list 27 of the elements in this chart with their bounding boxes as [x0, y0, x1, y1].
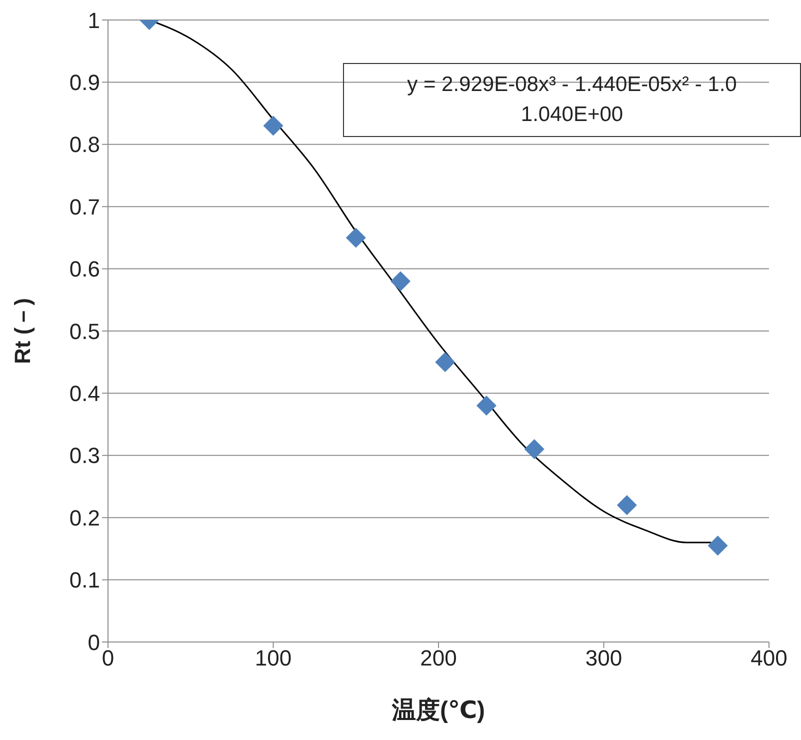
annotation: y = 2.929E-08x³ - 1.440E-05x² - 1.0: [406, 72, 738, 98]
y-tick-label: 0.6: [69, 256, 100, 282]
point: [524, 439, 544, 460]
y-axis-title: Rt (－): [10, 298, 35, 364]
y-tick-label: 0.4: [69, 381, 100, 406]
x-axis-title: 温度(℃): [390, 697, 486, 724]
x-tick-label: 300: [585, 646, 622, 671]
point: [435, 352, 456, 372]
y-tick-label: 0.1: [69, 568, 100, 593]
point: [263, 116, 284, 136]
y-tick-label: 0.2: [69, 505, 100, 530]
x-tick-label: 200: [420, 646, 457, 671]
y-tick-label: 0.9: [69, 70, 100, 96]
point: [708, 536, 728, 556]
y-tick-label: 1: [88, 8, 100, 33]
point: [390, 271, 410, 292]
x-tick-label: 400: [750, 646, 788, 671]
point: [616, 495, 637, 516]
y-tick-label: 0.7: [69, 194, 100, 220]
y-tick-label: 0.5: [69, 318, 100, 344]
point: [476, 396, 496, 416]
y-tick-label: 0: [88, 630, 100, 655]
y-tick-label: 0.3: [69, 443, 100, 468]
y-tick-label: 0.8: [69, 132, 100, 158]
x-tick-label: 100: [254, 646, 292, 671]
annotation: 1.040E+00: [520, 102, 624, 128]
point: [346, 228, 366, 248]
